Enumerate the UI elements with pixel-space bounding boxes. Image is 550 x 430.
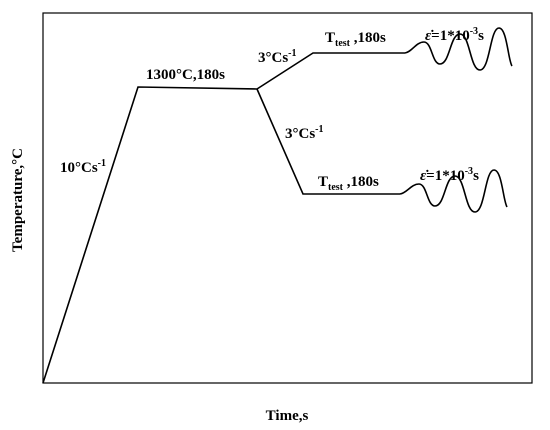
unit: s (478, 28, 484, 44)
text: 3°Cs (285, 126, 315, 142)
sup: -3 (465, 166, 473, 177)
base: T (325, 30, 335, 46)
wave-upper (404, 27, 513, 71)
text: 3°Cs (258, 50, 288, 66)
schedule-lower (256, 88, 400, 195)
sup: -3 (470, 26, 478, 37)
text: ,180s (350, 30, 386, 46)
x-axis-label: Time,s (266, 408, 309, 424)
cooling-lower: 3°Cs-1 (285, 124, 324, 142)
strain-upper: ε̇=1*10-3s (425, 26, 484, 44)
sub: test (328, 182, 344, 193)
y-axis-label: Temperature,°C (10, 148, 26, 252)
strain-lower: ε̇=1*10-3s (420, 166, 479, 184)
symbol: ε̇ (425, 28, 434, 44)
text: ,180s (343, 174, 379, 190)
unit: s (473, 168, 479, 184)
frame (42, 12, 533, 384)
sub: test (335, 38, 351, 49)
test-upper: Ttest ,180s (325, 30, 386, 49)
hold: 1300°C,180s (146, 67, 225, 83)
text: =1*10 (431, 28, 470, 44)
cooling-upper: 3°Cs-1 (258, 48, 297, 66)
text: 10°Cs (60, 160, 98, 176)
sup: -1 (315, 124, 323, 135)
schedule-upper (42, 52, 405, 384)
sup: -1 (288, 48, 296, 59)
wave-lower (399, 169, 508, 213)
test-lower: Ttest ,180s (318, 174, 379, 193)
sup: -1 (98, 158, 106, 169)
text: =1*10 (426, 168, 465, 184)
base: T (318, 174, 328, 190)
heating-rate: 10°Cs-1 (60, 158, 106, 176)
symbol: ε̇ (420, 168, 429, 184)
